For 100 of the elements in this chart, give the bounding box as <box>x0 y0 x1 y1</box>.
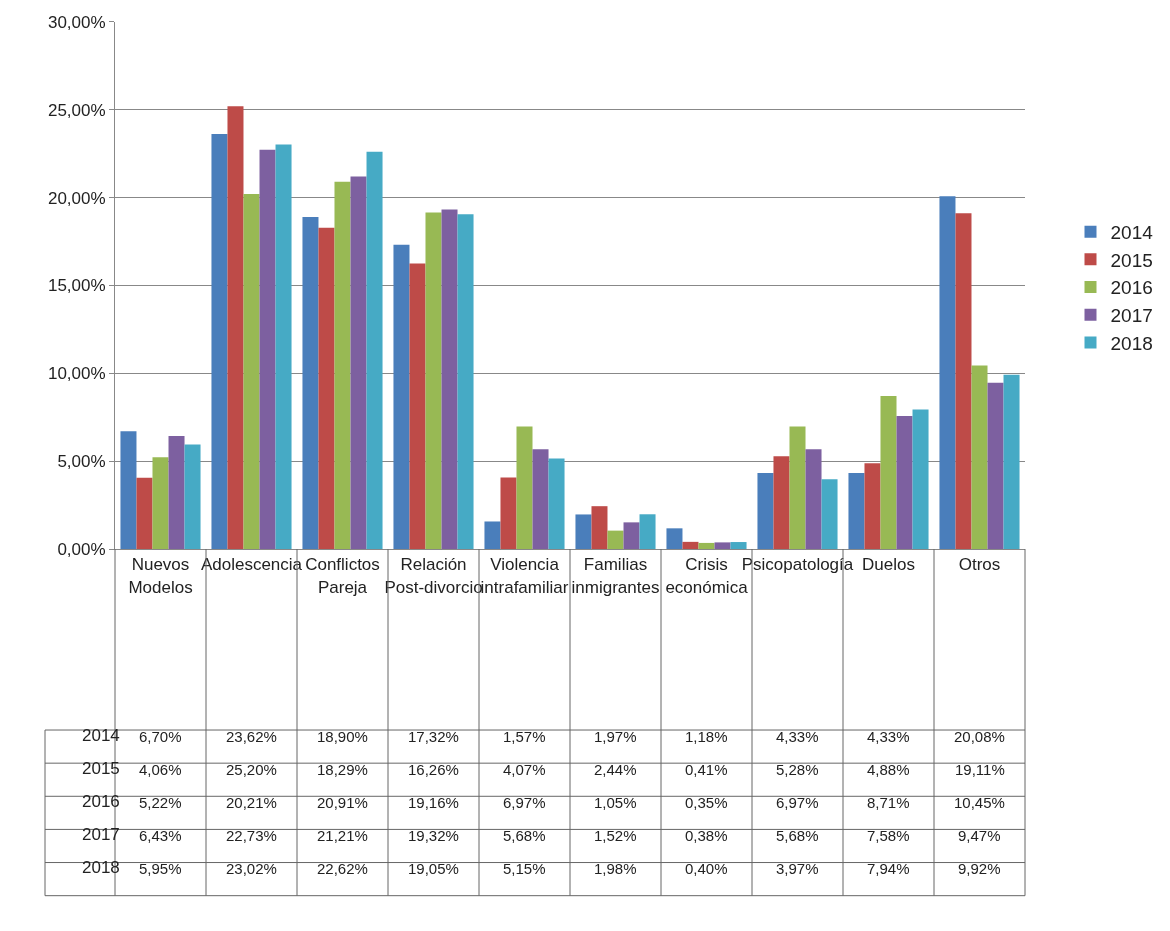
bar <box>227 106 244 550</box>
y-tick-label: 15,00% <box>47 276 106 296</box>
bar <box>532 449 549 550</box>
bar <box>805 449 822 550</box>
bar <box>939 196 956 550</box>
data-label: 6,70% <box>139 728 182 745</box>
bar <box>275 144 292 550</box>
y-tick-label: 5,00% <box>57 452 106 472</box>
data-label: 10,45% <box>954 794 1005 811</box>
data-label: 5,28% <box>776 761 819 778</box>
data-label: 7,58% <box>867 827 910 844</box>
bar <box>184 444 201 550</box>
data-label: 2,44% <box>594 761 637 778</box>
x-tick-label: Otros <box>958 555 1001 575</box>
data-label: 19,11% <box>955 761 1005 778</box>
bar <box>714 542 731 550</box>
legend-label: 2016 <box>1110 277 1153 299</box>
data-label: 4,07% <box>503 761 546 778</box>
data-label: 1,05% <box>594 794 637 811</box>
bar <box>912 409 929 550</box>
bar <box>243 193 260 550</box>
bar <box>682 541 699 550</box>
data-label: 9,92% <box>958 860 1001 877</box>
bar <box>955 213 972 550</box>
bar <box>821 479 838 550</box>
data-label: 23,02% <box>226 860 277 877</box>
bar <box>987 382 1004 550</box>
data-label: 16,26% <box>408 761 459 778</box>
y-tick-label: 20,00% <box>47 188 106 208</box>
text: 2014 <box>82 726 120 745</box>
bar <box>773 456 790 550</box>
bar <box>457 214 474 550</box>
bar <box>350 176 367 550</box>
bar <box>971 365 988 550</box>
bar <box>366 151 383 550</box>
data-label: 1,52% <box>594 827 637 844</box>
data-label: 1,57% <box>503 728 546 745</box>
bar <box>409 263 426 550</box>
y-tick-label: 0,00% <box>57 540 106 560</box>
bar <box>211 134 228 550</box>
bar <box>880 396 897 550</box>
bar <box>848 472 865 550</box>
data-label: 0,41% <box>685 761 728 778</box>
data-label: 17,32% <box>408 728 459 745</box>
x-tick-label: Psicopatología <box>741 555 854 575</box>
x-tick-label: Adolescencia <box>200 555 303 575</box>
x-tick-label: Conflictos Pareja <box>305 555 380 597</box>
bar <box>259 149 276 550</box>
y-tick-label: 25,00% <box>47 100 106 120</box>
bar <box>864 463 881 550</box>
bar <box>168 436 185 550</box>
x-tick-label: Duelos <box>862 555 915 575</box>
data-label: 1,18% <box>685 728 728 745</box>
data-label: 6,97% <box>503 794 546 811</box>
bar <box>698 542 715 550</box>
data-label: 5,15% <box>503 860 546 877</box>
data-label: 18,90% <box>317 728 368 745</box>
data-label: 1,98% <box>594 860 637 877</box>
bar <box>120 431 137 550</box>
data-label: 9,47% <box>958 827 1001 844</box>
data-label: 5,22% <box>139 794 182 811</box>
data-label: 0,40% <box>685 860 728 877</box>
data-label: 21,21% <box>317 827 368 844</box>
bar <box>575 514 592 550</box>
data-label: 19,16% <box>408 794 459 811</box>
data-label: 23,62% <box>226 728 277 745</box>
data-label: 4,88% <box>867 761 910 778</box>
bar <box>757 472 774 550</box>
bar <box>896 415 913 550</box>
data-label: 18,29% <box>317 761 368 778</box>
legend-label: 2014 <box>1110 222 1154 244</box>
text: 2015 <box>82 759 120 778</box>
bar <box>666 528 683 550</box>
data-label: 20,21% <box>226 794 277 811</box>
y-tick-label: 30,00% <box>47 12 106 32</box>
bar <box>623 522 640 550</box>
x-tick-label: Violencia intrafamiliar <box>480 555 569 597</box>
bar <box>318 227 335 550</box>
data-label: 8,71% <box>867 794 910 811</box>
legend-label: 2018 <box>1110 332 1153 354</box>
data-label: 20,08% <box>954 728 1005 745</box>
bar <box>607 530 624 550</box>
bar <box>789 426 806 550</box>
text: 2016 <box>82 792 120 811</box>
legend-label: 2017 <box>1110 305 1153 327</box>
data-label: 7,94% <box>867 860 910 877</box>
bar <box>425 212 442 550</box>
data-label: 22,73% <box>226 827 277 844</box>
bar <box>136 477 153 550</box>
bar <box>302 217 319 550</box>
x-tick-label: Nuevos Modelos <box>128 555 193 597</box>
data-label: 19,32% <box>408 827 459 844</box>
bar <box>639 514 656 550</box>
bar <box>591 506 608 550</box>
data-label: 4,33% <box>776 728 819 745</box>
data-label: 5,68% <box>776 827 819 844</box>
bar <box>152 457 169 550</box>
data-label: 22,62% <box>317 860 368 877</box>
bar <box>441 209 458 550</box>
data-label: 0,38% <box>685 827 728 844</box>
